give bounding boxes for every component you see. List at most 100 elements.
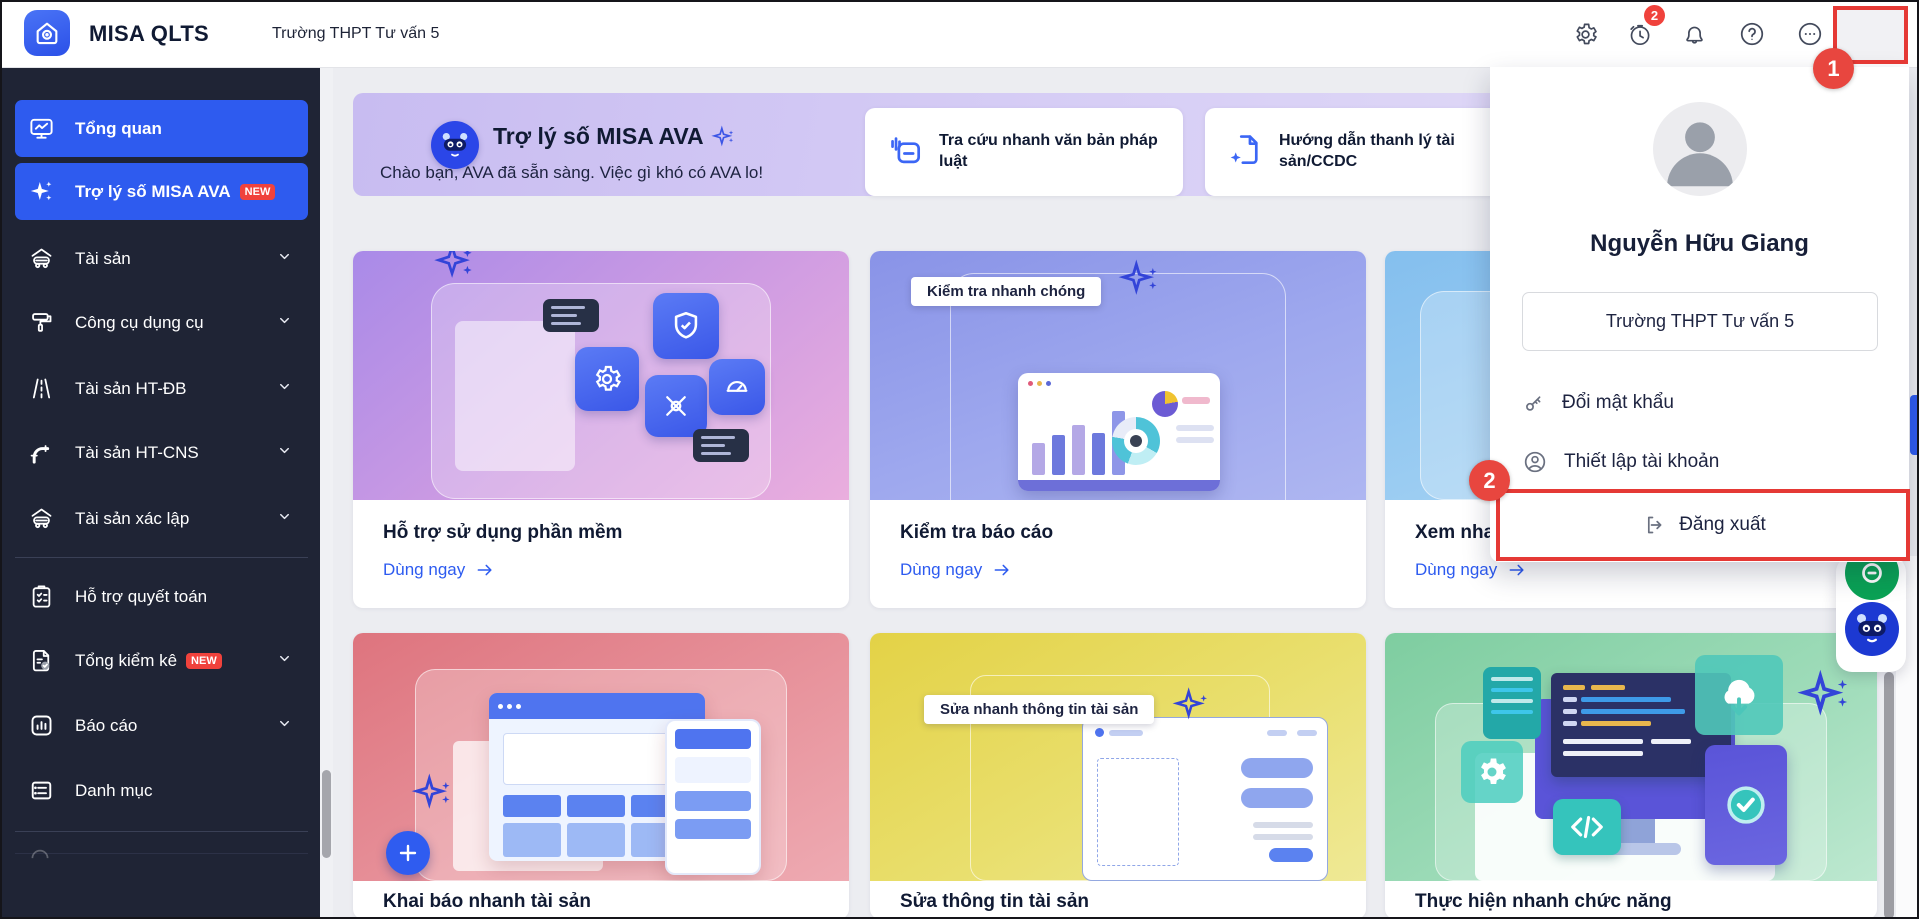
card-quick-asset-entry[interactable]: Khai báo nhanh tài sản xyxy=(353,633,849,919)
sidebar-divider xyxy=(15,853,308,854)
list-box-icon xyxy=(28,777,55,804)
card-quick-functions[interactable]: Thực hiện nhanh chức năng xyxy=(1385,633,1877,919)
paint-roller-icon xyxy=(28,309,55,336)
content-scrollbar-thumb[interactable] xyxy=(1884,672,1894,919)
use-now-link[interactable]: Dùng ngay xyxy=(900,560,1366,580)
ellipsis-icon xyxy=(1798,22,1822,46)
sidebar-scrollbar-track[interactable] xyxy=(320,68,333,919)
notifications-button[interactable] xyxy=(1679,19,1709,49)
menu-item-label: Đổi mật khẩu xyxy=(1562,392,1674,413)
use-now-link[interactable]: Dùng ngay xyxy=(383,560,849,580)
use-now-link[interactable]: Dùng ngay xyxy=(1415,560,1877,580)
settings-button[interactable] xyxy=(1570,19,1600,49)
sidebar-item-inventory[interactable]: Tổng kiểm kê NEW xyxy=(15,632,308,689)
sidebar-item-infrastructure-road[interactable]: Tài sản HT-ĐB xyxy=(15,360,308,417)
docked-side-tab[interactable] xyxy=(1910,395,1919,455)
asset-car-icon xyxy=(28,505,55,532)
chevron-down-icon xyxy=(277,313,292,333)
hidden-sidebar-item-icon xyxy=(27,843,53,874)
chevron-down-icon xyxy=(277,379,292,399)
top-bar: MISA QLTS Trường THPT Tư vấn 5 2 xyxy=(0,0,1919,68)
banner-title: Trợ lý số MISA AVA xyxy=(493,123,704,149)
sidebar-item-label: Tài sản xác lập xyxy=(75,508,190,528)
sidebar-item-label: Tổng quan xyxy=(75,118,162,138)
annotation-number: 2 xyxy=(1483,467,1496,493)
sidebar-item-established-assets[interactable]: Tài sản xác lập xyxy=(15,490,308,547)
organization-selector[interactable]: Trường THPT Tư vấn 5 xyxy=(1522,292,1878,351)
phone-check-icon xyxy=(1705,745,1787,865)
sidebar-item-reports[interactable]: Báo cáo xyxy=(15,697,308,754)
road-icon xyxy=(28,375,55,402)
help-button[interactable] xyxy=(1737,19,1767,49)
card-illustration xyxy=(353,251,849,500)
card-tag: Kiểm tra nhanh chóng xyxy=(911,277,1102,306)
sidebar-item-overview[interactable]: Tổng quan xyxy=(15,100,308,157)
sparkle-icon xyxy=(28,178,55,205)
sparkle-icon xyxy=(711,124,737,155)
sidebar-scrollbar-thumb[interactable] xyxy=(322,770,331,858)
card-software-support[interactable]: Hỗ trợ sử dụng phần mềm Dùng ngay xyxy=(353,251,849,608)
card-title: Hỗ trợ sử dụng phần mềm xyxy=(383,522,623,543)
voice-document-icon xyxy=(887,131,925,174)
sparkle-icon xyxy=(1172,685,1212,730)
cloud-download-icon xyxy=(1695,655,1783,735)
bell-icon xyxy=(1685,26,1703,44)
annotation-marker-1: 1 xyxy=(1813,48,1854,89)
sidebar-item-settlement-support[interactable]: Hỗ trợ quyết toán xyxy=(15,568,308,625)
account-circle-icon xyxy=(1522,449,1548,475)
ava-assistant-button[interactable] xyxy=(1845,602,1899,656)
sidebar-item-label: Hỗ trợ quyết toán xyxy=(75,586,208,606)
sidebar-item-label: Tài sản xyxy=(75,248,131,268)
quick-link-legal-lookup[interactable]: Tra cứu nhanh văn bản pháp luật xyxy=(865,108,1183,196)
pipe-icon xyxy=(28,439,55,466)
quick-link-liquidation-guide[interactable]: Hướng dẫn thanh lý tài sản/CCDC xyxy=(1205,108,1523,196)
bar-chart-icon xyxy=(28,712,55,739)
arrow-right-icon xyxy=(477,564,492,576)
card-title: Sửa thông tin tài sản xyxy=(900,891,1089,912)
card-illustration xyxy=(353,633,849,881)
card-illustration xyxy=(1385,633,1877,881)
menu-item-account-settings[interactable]: Thiết lập tài khoản xyxy=(1522,442,1878,482)
logout-icon xyxy=(1640,513,1664,537)
sidebar-item-misa-ava[interactable]: Trợ lý số MISA AVA NEW xyxy=(15,163,308,220)
arrow-right-icon xyxy=(1509,564,1524,576)
sparkle-icon xyxy=(1797,667,1853,728)
app-logo[interactable] xyxy=(24,10,70,56)
panda-robot-icon xyxy=(1856,613,1888,643)
sidebar-item-categories[interactable]: Danh mục xyxy=(15,762,308,819)
arrow-right-icon xyxy=(994,564,1009,576)
card-report-check[interactable]: Kiểm tra nhanh chóng Kiểm tra báo cáo Dù… xyxy=(870,251,1366,608)
chevron-down-icon xyxy=(277,651,292,671)
gear-icon xyxy=(1575,23,1597,44)
card-title: Kiểm tra báo cáo xyxy=(900,522,1054,543)
sidebar: Tổng quan Trợ lý số MISA AVA NEW Tài sản xyxy=(0,68,320,919)
gear-tile-icon xyxy=(1461,741,1523,803)
more-button[interactable] xyxy=(1795,19,1825,49)
user-full-name: Nguyễn Hữu Giang xyxy=(1590,230,1809,257)
use-now-label: Dùng ngay xyxy=(900,560,983,579)
person-icon xyxy=(1667,122,1733,187)
menu-item-logout-highlighted[interactable]: Đăng xuất xyxy=(1500,493,1906,557)
banner-subtitle: Chào bạn, AVA đã sẵn sàng. Việc gì khó c… xyxy=(380,163,764,182)
quick-link-label: Hướng dẫn thanh lý tài sản/CCDC xyxy=(1279,132,1455,170)
card-edit-asset-info[interactable]: Sửa nhanh thông tin tài sản Sửa thông ti… xyxy=(870,633,1366,919)
chevron-down-icon xyxy=(277,249,292,269)
sidebar-item-assets[interactable]: Tài sản xyxy=(15,230,308,287)
plus-icon xyxy=(386,831,430,875)
document-sparkle-icon xyxy=(1227,131,1265,174)
app-name: MISA QLTS xyxy=(89,21,210,46)
sparkle-icon xyxy=(411,771,455,820)
sidebar-item-tools[interactable]: Công cụ dụng cụ xyxy=(15,294,308,351)
menu-item-label: Thiết lập tài khoản xyxy=(1564,451,1720,472)
new-badge: NEW xyxy=(186,652,222,669)
menu-item-change-password[interactable]: Đổi mật khẩu xyxy=(1522,383,1878,423)
sidebar-item-infrastructure-water[interactable]: Tài sản HT-CNS xyxy=(15,424,308,481)
sidebar-divider xyxy=(15,557,308,558)
sidebar-item-label: Tài sản HT-ĐB xyxy=(75,378,187,398)
sidebar-item-label: Báo cáo xyxy=(75,715,138,735)
home-icon xyxy=(36,22,58,45)
chevron-down-icon xyxy=(277,443,292,463)
chevron-down-icon xyxy=(277,716,292,736)
history-button[interactable] xyxy=(1624,19,1654,49)
